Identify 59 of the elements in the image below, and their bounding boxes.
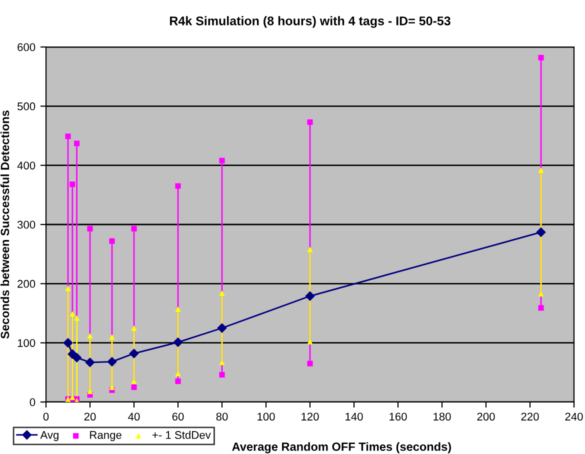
point [65, 286, 71, 292]
x-tick-label: 220 [521, 412, 539, 421]
x-tick-label: 100 [258, 412, 275, 421]
y-tick-label: 400 [17, 162, 36, 170]
point [70, 181, 76, 188]
point [131, 226, 137, 232]
x-tick-label: 60 [172, 412, 184, 421]
point [109, 238, 115, 244]
point [173, 338, 183, 347]
point [307, 360, 313, 366]
point [307, 246, 313, 252]
point [219, 158, 225, 164]
point [85, 358, 95, 367]
x-tick-label: 0 [43, 412, 49, 421]
point [131, 384, 137, 390]
point [65, 134, 71, 140]
legend-label: Range [90, 431, 122, 442]
x-tick-label: 180 [434, 412, 451, 421]
point [74, 315, 80, 321]
x-tick-label: 160 [390, 412, 407, 421]
y-tick-label: 600 [18, 43, 36, 52]
y-tick-label: 200 [18, 280, 36, 288]
point [131, 325, 137, 331]
point [63, 338, 73, 348]
point [74, 140, 80, 146]
point [538, 305, 544, 311]
point [536, 228, 546, 237]
x-tick-label: 120 [302, 412, 319, 421]
point [219, 290, 225, 296]
x-tick-label: 80 [216, 412, 228, 421]
y-tick-label: 500 [17, 102, 36, 110]
x-tick-label: 40 [128, 412, 140, 421]
point [107, 357, 117, 366]
point [129, 348, 139, 358]
y-axis-title: Seconds between Successful Detections [0, 110, 10, 339]
point [87, 332, 93, 339]
x-tick-label: 240 [565, 412, 583, 421]
point [538, 54, 544, 60]
x-tick-label: 20 [84, 412, 96, 421]
point [175, 306, 181, 312]
point [72, 353, 82, 362]
point [217, 323, 227, 333]
point [307, 119, 313, 125]
chart-title: R4k Simulation (8 hours) with 4 tags - ID= 50-53 [170, 16, 450, 28]
point [175, 183, 181, 189]
point [538, 167, 544, 173]
point [109, 334, 115, 340]
y-tick-label: 300 [17, 220, 36, 229]
x-axis-title: Average Random OFF Times (seconds) [232, 442, 451, 454]
legend-label: +- 1 StdDev [152, 430, 211, 439]
point [305, 291, 315, 301]
x-tick-label: 200 [477, 412, 495, 421]
point [87, 226, 93, 232]
legend-label: Avg [40, 431, 58, 442]
y-tick-label: 0 [30, 398, 36, 406]
point [219, 372, 225, 378]
x-tick-label: 140 [346, 412, 363, 421]
point [175, 378, 181, 384]
y-tick-label: 100 [18, 339, 36, 347]
